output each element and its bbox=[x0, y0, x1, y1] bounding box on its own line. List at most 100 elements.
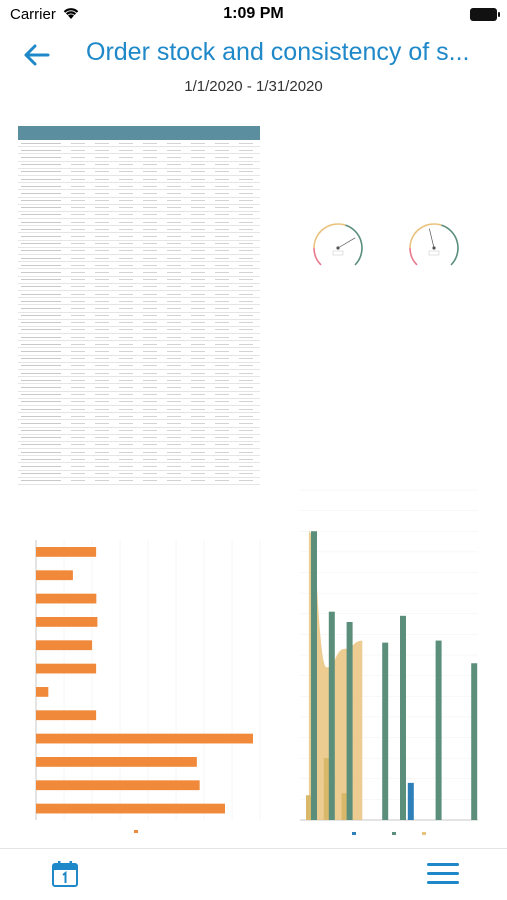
bar-teal bbox=[346, 622, 353, 820]
table-row bbox=[18, 463, 260, 471]
table-row bbox=[18, 406, 260, 414]
table-row bbox=[18, 241, 260, 248]
table-row bbox=[18, 471, 260, 478]
table-row bbox=[18, 269, 260, 277]
bar-teal bbox=[311, 531, 317, 820]
stock-table bbox=[18, 126, 260, 485]
gauge-arc bbox=[313, 247, 322, 266]
bar bbox=[36, 663, 97, 674]
bar bbox=[36, 617, 98, 627]
bar bbox=[36, 803, 225, 814]
table-row bbox=[18, 413, 260, 421]
table-row bbox=[18, 233, 260, 241]
table-row bbox=[18, 198, 260, 205]
clock: 1:09 PM bbox=[223, 5, 284, 22]
table-row bbox=[18, 212, 260, 220]
gauge-arc bbox=[409, 223, 442, 249]
table-row bbox=[18, 420, 260, 428]
back-button[interactable] bbox=[22, 40, 52, 70]
table-row bbox=[18, 348, 260, 356]
bar bbox=[36, 780, 200, 791]
bar bbox=[36, 733, 253, 744]
combo-bar-chart bbox=[300, 489, 478, 835]
table-row bbox=[18, 341, 260, 349]
legend-swatch bbox=[392, 832, 396, 835]
table-row bbox=[18, 183, 260, 191]
table-row bbox=[18, 154, 260, 162]
gauge-chart-2 bbox=[409, 223, 459, 266]
gauge-arc bbox=[441, 224, 459, 266]
gauge-hub bbox=[336, 246, 340, 250]
table-row bbox=[18, 219, 260, 227]
table-row bbox=[18, 284, 260, 291]
table-row bbox=[18, 248, 260, 255]
table-row bbox=[18, 147, 260, 155]
battery-icon bbox=[470, 8, 500, 21]
hamburger-menu-button[interactable] bbox=[427, 863, 459, 887]
gauge-arc bbox=[409, 247, 418, 266]
gauge-needle bbox=[337, 237, 356, 249]
table-row bbox=[18, 442, 260, 450]
table-row bbox=[18, 327, 260, 335]
bar-blue bbox=[407, 782, 414, 820]
table-row bbox=[18, 169, 260, 176]
table-row bbox=[18, 140, 260, 148]
legend-swatch bbox=[352, 832, 356, 835]
bar bbox=[36, 640, 93, 651]
table-row bbox=[18, 313, 260, 320]
carrier-label: Carrier bbox=[10, 6, 56, 23]
bottom-toolbar bbox=[0, 848, 507, 900]
legend-swatch bbox=[134, 830, 138, 833]
calendar-button[interactable] bbox=[50, 859, 80, 889]
table-row bbox=[18, 226, 260, 234]
horizontal-bar-chart bbox=[35, 540, 261, 833]
table-row bbox=[18, 255, 260, 263]
report-preview[interactable] bbox=[10, 104, 497, 840]
table-row bbox=[18, 291, 260, 299]
gauge-arc bbox=[345, 224, 363, 266]
gauge-chart-1 bbox=[313, 223, 363, 266]
table-row bbox=[18, 334, 260, 342]
status-bar: Carrier 1:09 PM bbox=[0, 0, 507, 30]
gauge-value-box bbox=[332, 250, 344, 256]
table-row bbox=[18, 456, 260, 464]
page-title: Order stock and consistency of s... bbox=[86, 38, 470, 66]
bar-teal bbox=[328, 611, 335, 820]
table-row bbox=[18, 277, 260, 284]
table-row bbox=[18, 392, 260, 399]
bar bbox=[36, 687, 49, 697]
table-row bbox=[18, 478, 260, 485]
table-row bbox=[18, 384, 260, 392]
calendar-icon bbox=[52, 861, 78, 887]
table-row bbox=[18, 205, 260, 212]
gauge-hub bbox=[432, 246, 436, 250]
gauge-arc bbox=[313, 223, 346, 249]
gauge-needle bbox=[428, 228, 435, 249]
gauge-value-box bbox=[428, 250, 440, 256]
table-row bbox=[18, 428, 260, 435]
table-row bbox=[18, 363, 260, 370]
bar bbox=[36, 710, 97, 721]
table-row bbox=[18, 176, 260, 184]
bar-gold bbox=[306, 795, 312, 820]
bar bbox=[36, 570, 73, 581]
table-row bbox=[18, 262, 260, 270]
arrow-left-icon bbox=[24, 44, 50, 66]
bar bbox=[36, 547, 97, 557]
bar bbox=[36, 593, 97, 604]
date-range[interactable]: 1/1/2020 - 1/31/2020 bbox=[184, 78, 323, 95]
table-row bbox=[18, 320, 260, 327]
table-body bbox=[18, 140, 260, 485]
bar bbox=[36, 757, 197, 767]
table-row bbox=[18, 190, 260, 198]
table-row bbox=[18, 162, 260, 169]
table-row bbox=[18, 298, 260, 306]
bar-gold bbox=[323, 758, 330, 820]
bar-teal bbox=[471, 663, 478, 820]
table-row bbox=[18, 370, 260, 378]
bar-teal bbox=[435, 640, 442, 820]
table-row bbox=[18, 377, 260, 385]
table-row bbox=[18, 399, 260, 406]
wifi-icon bbox=[62, 6, 80, 25]
table-row bbox=[18, 356, 260, 363]
